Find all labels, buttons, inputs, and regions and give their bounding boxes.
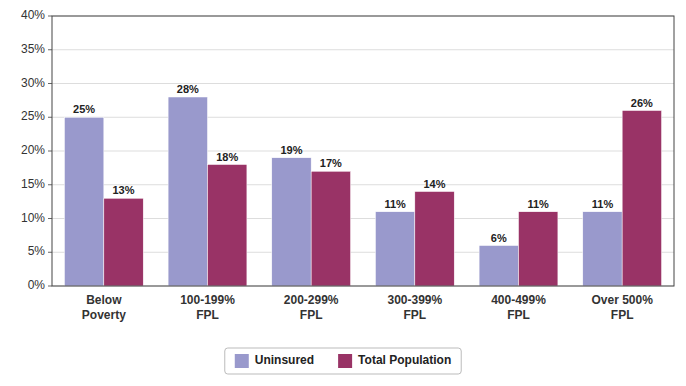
bar <box>415 192 454 287</box>
bar <box>519 212 558 286</box>
legend-label: Uninsured <box>255 353 314 367</box>
bar <box>479 246 518 287</box>
tick-mark <box>48 151 52 152</box>
tick-mark <box>48 286 52 287</box>
data-label: 18% <box>216 151 238 163</box>
tick-mark <box>48 252 52 253</box>
data-label: 17% <box>320 157 342 169</box>
category-label-line: FPL <box>507 308 530 322</box>
tick-mark <box>48 49 52 50</box>
tick-mark <box>48 16 52 17</box>
category-label-line: 200-299% <box>284 293 339 307</box>
bars <box>64 97 661 286</box>
data-label: 6% <box>491 232 507 244</box>
grid-line <box>52 184 674 185</box>
category-label-line: Poverty <box>82 308 126 322</box>
data-labels: 25% 28% 19% 11% 6% 11% 13% 18% 17% 14% 11% 26% <box>73 83 653 244</box>
bar <box>622 111 661 287</box>
x-axis: BelowPoverty100-199%FPL200-299%FPL300-39… <box>82 293 653 322</box>
category-label: BelowPoverty <box>82 293 126 322</box>
grid-line <box>52 151 674 152</box>
category-label-line: Below <box>86 293 122 307</box>
legend-box <box>225 348 461 374</box>
category-label: 400-499%FPL <box>491 293 546 322</box>
tick-mark <box>48 218 52 219</box>
tick-label: 5% <box>28 244 46 258</box>
tick-mark <box>48 184 52 185</box>
category-label: 100-199%FPL <box>180 293 235 322</box>
tick-label: 20% <box>21 143 45 157</box>
legend-swatch <box>235 354 249 368</box>
legend-swatch <box>338 354 352 368</box>
grid-line <box>52 252 674 253</box>
bar <box>208 165 247 287</box>
bar <box>311 171 350 286</box>
data-label: 11% <box>527 198 549 210</box>
tick-label: 30% <box>21 76 45 90</box>
data-label: 14% <box>424 178 446 190</box>
bar <box>168 97 207 286</box>
tick-label: 35% <box>21 42 45 56</box>
category-label-line: 400-499% <box>491 293 546 307</box>
tick-label: 15% <box>21 177 45 191</box>
tick-mark <box>48 117 52 118</box>
tick-mark <box>48 83 52 84</box>
data-label: 11% <box>592 198 614 210</box>
grid-line <box>52 117 674 118</box>
legend: Uninsured Total Population <box>225 348 461 374</box>
category-label: Over 500%FPL <box>591 293 653 322</box>
category-label-line: FPL <box>300 308 323 322</box>
category-label-line: 300-399% <box>387 293 442 307</box>
category-label-line: Over 500% <box>591 293 653 307</box>
category-label: 300-399%FPL <box>387 293 442 322</box>
bar <box>583 212 622 286</box>
grid-line <box>52 49 674 50</box>
grid-line <box>52 83 674 84</box>
category-label: 200-299%FPL <box>284 293 339 322</box>
bar <box>104 198 143 286</box>
category-label-line: 100-199% <box>180 293 235 307</box>
grid <box>52 16 674 286</box>
plot-frame <box>52 16 674 286</box>
data-label: 28% <box>177 83 199 95</box>
chart-svg: 0% 5% 10% 15% 20% 25% 30% 35% 40% 25% 28% 19% 11% 6% 1… <box>0 0 686 386</box>
y-axis: 0% 5% 10% 15% 20% 25% 30% 35% 40% <box>21 8 52 292</box>
grid-line <box>52 218 674 219</box>
bar <box>64 117 103 286</box>
bar <box>272 158 311 286</box>
data-label: 25% <box>73 103 95 115</box>
tick-label: 25% <box>21 109 45 123</box>
data-label: 19% <box>280 144 302 156</box>
category-label-line: FPL <box>403 308 426 322</box>
tick-label: 10% <box>21 211 45 225</box>
legend-label: Total Population <box>358 353 451 367</box>
chart-container: 0% 5% 10% 15% 20% 25% 30% 35% 40% 25% 28% 19% 11% 6% 1… <box>0 0 686 386</box>
data-label: 11% <box>384 198 406 210</box>
data-label: 26% <box>631 97 653 109</box>
tick-label: 40% <box>21 8 45 22</box>
data-label: 13% <box>113 184 135 196</box>
tick-label: 0% <box>28 278 46 292</box>
category-label-line: FPL <box>611 308 634 322</box>
category-label-line: FPL <box>196 308 219 322</box>
bar <box>375 212 414 286</box>
